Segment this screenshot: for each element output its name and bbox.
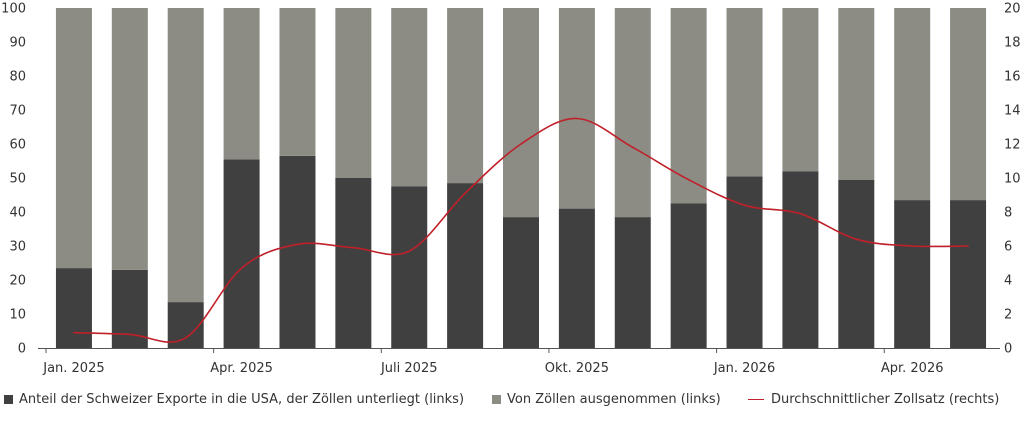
tariff-rate-point: [799, 212, 802, 215]
bar-exempt: [503, 8, 539, 218]
bar-tariffed: [223, 159, 260, 348]
legend-label-tariff-rate: Durchschnittlicher Zollsatz (rechts): [771, 392, 1000, 407]
x-tick-label: Juli 2025: [380, 361, 438, 376]
tariff-rate-point: [352, 246, 355, 249]
bar-exempt: [279, 8, 316, 156]
legend-swatch-tariff-rate: [748, 399, 764, 400]
y-left-tick-label: 20: [9, 274, 26, 289]
bar-exempt: [894, 8, 931, 201]
legend-label-exempt: Von Zöllen ausgenommen (links): [507, 392, 721, 407]
x-axis: Jan. 2025 Apr. 2025 Juli 2025 Okt. 2025 Jan.…: [42, 348, 944, 376]
tariff-rate-point: [687, 178, 690, 181]
bar-exempt: [447, 8, 484, 184]
tariff-rate-point: [73, 331, 75, 334]
y-right-tick-label: 18: [1004, 36, 1021, 51]
y-left-tick-label: 10: [9, 308, 26, 323]
tariff-rate-point: [520, 143, 522, 145]
y-left-tick-label: 0: [18, 342, 26, 357]
tariff-rate-point: [184, 336, 187, 339]
y-right-tick-label: 8: [1004, 206, 1012, 221]
tariff-rate-point: [240, 267, 243, 269]
y-right-tick-label: 4: [1004, 274, 1012, 289]
y-left-tick-label: 80: [9, 70, 26, 85]
y-right-tick-label: 12: [1004, 138, 1021, 153]
bar-tariffed: [726, 176, 763, 348]
tariff-rate-point: [967, 245, 969, 247]
y-axis-right: 0 2 4 6 8 10 12 14 16 18 20: [1004, 2, 1021, 357]
bar-exempt: [223, 8, 260, 160]
bar-exempt: [335, 8, 372, 178]
tariff-rate-point: [128, 333, 131, 336]
y-left-tick-label: 90: [9, 36, 26, 51]
y-right-tick-label: 14: [1004, 104, 1021, 119]
bar-series-group: [55, 8, 987, 348]
y-left-tick-label: 70: [9, 104, 26, 119]
y-left-tick-label: 50: [9, 172, 26, 187]
legend: Anteil der Schweizer Exporte in die USA,…: [0, 392, 1024, 414]
bar-exempt: [782, 8, 819, 172]
line-series-group: [73, 117, 969, 343]
y-left-tick-label: 60: [9, 138, 26, 153]
legend-item-tariff-rate: Durchschnittlicher Zollsatz (rechts): [748, 392, 999, 407]
bar-tariffed: [950, 200, 987, 348]
legend-swatch-tariffed: [4, 395, 13, 404]
x-tick-label: Apr. 2026: [881, 361, 944, 376]
tariff-rate-point: [855, 238, 858, 241]
bar-exempt: [391, 8, 428, 187]
legend-swatch-exempt: [492, 395, 501, 404]
y-right-tick-label: 6: [1004, 240, 1012, 255]
bar-tariffed: [894, 200, 931, 348]
bar-tariffed: [558, 208, 595, 348]
bar-exempt: [111, 8, 148, 270]
bar-tariffed: [167, 302, 204, 348]
bar-tariffed: [279, 155, 316, 348]
y-left-tick-label: 40: [9, 206, 26, 221]
bar-tariffed: [391, 186, 428, 348]
bar-exempt: [55, 8, 92, 269]
x-tick-label: Jan. 2026: [713, 361, 775, 376]
y-right-tick-label: 2: [1004, 308, 1012, 323]
bar-exempt: [670, 8, 707, 204]
bar-exempt: [167, 8, 204, 303]
chart-canvas: 0 10 20 30 40 50 60 70 80 90 100 0 2 4 6 8 10 12 14 16 18 20…: [1, 2, 1021, 377]
y-right-tick-label: 20: [1004, 2, 1021, 17]
x-tick-label: Okt. 2025: [545, 361, 609, 376]
y-left-tick-label: 100: [1, 2, 26, 17]
bar-tariffed: [55, 268, 92, 348]
legend-item-tariffed: Anteil der Schweizer Exporte in die USA,…: [4, 392, 464, 407]
bar-tariffed: [838, 179, 875, 348]
tariff-rate-point: [911, 245, 914, 247]
bar-tariffed: [614, 217, 651, 348]
bar-tariffed: [503, 217, 539, 348]
legend-label-tariffed: Anteil der Schweizer Exporte in die USA,…: [19, 392, 465, 407]
bar-tariffed: [670, 203, 707, 348]
legend-item-exempt: Von Zöllen ausgenommen (links): [492, 392, 721, 407]
bar-tariffed: [782, 171, 819, 348]
y-right-tick-label: 0: [1004, 342, 1012, 357]
tariff-rate-point: [408, 250, 411, 253]
bar-exempt: [726, 8, 763, 177]
bar-exempt: [838, 8, 875, 180]
bar-exempt: [950, 8, 987, 201]
tariff-rate-point: [631, 146, 634, 149]
tariff-rate-point: [575, 117, 578, 120]
bar-tariffed: [335, 178, 372, 348]
bar-exempt: [614, 8, 651, 218]
y-left-tick-label: 30: [9, 240, 26, 255]
tariff-rate-point: [296, 243, 299, 246]
y-axis-left: 0 10 20 30 40 50 60 70 80 90 100: [1, 2, 26, 357]
bar-exempt: [558, 8, 595, 209]
x-tick-label: Jan. 2025: [42, 361, 104, 376]
tariff-rate-point: [464, 192, 467, 195]
tariff-rate-point: [743, 204, 746, 207]
bar-tariffed: [447, 183, 484, 348]
y-right-tick-label: 10: [1004, 172, 1021, 187]
x-tick-label: Apr. 2025: [210, 361, 273, 376]
y-right-tick-label: 16: [1004, 70, 1021, 85]
